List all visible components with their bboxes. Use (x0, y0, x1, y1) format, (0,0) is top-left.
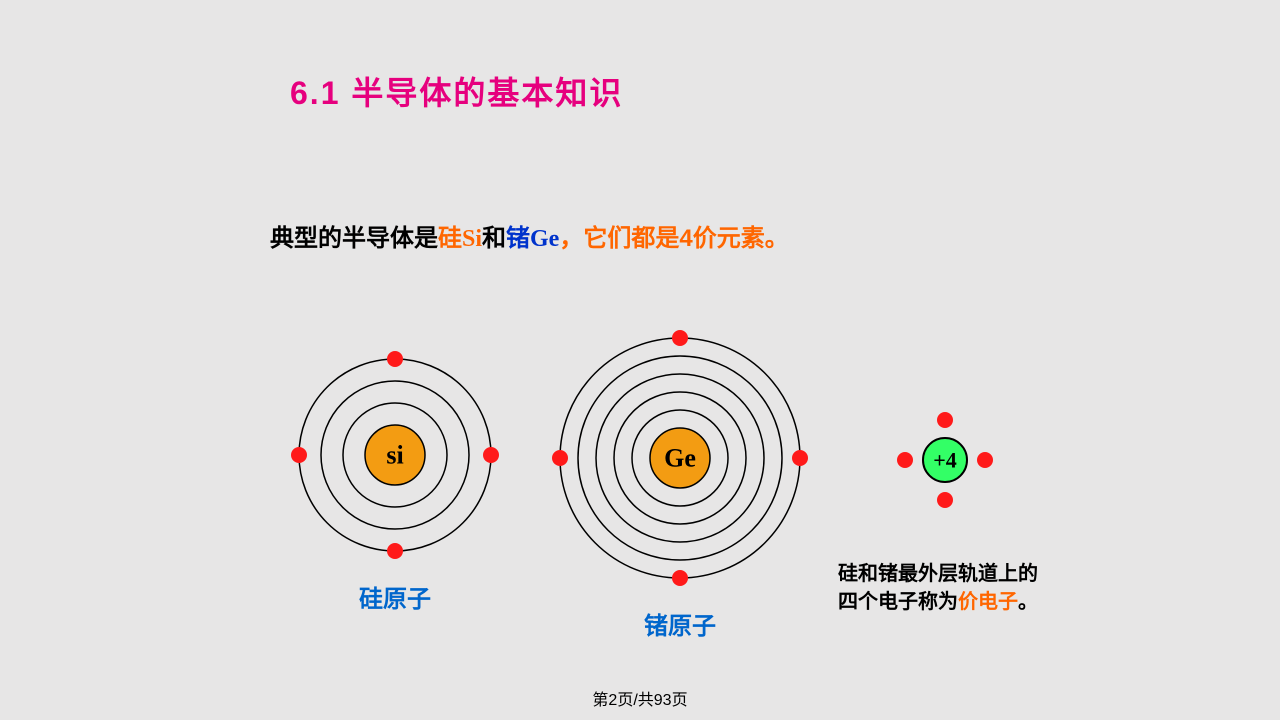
svg-text:si: si (386, 441, 403, 470)
valence-diagram: +4 (893, 408, 997, 512)
intro-p4: 它们都是4价元素。 (583, 225, 788, 252)
slide: 6.1 半导体的基本知识 典型的半导体是硅Si和锗Ge，它们都是4价元素。 si… (0, 0, 1280, 720)
intro-p2: 和 (482, 225, 506, 252)
caption-hl: 价电子 (958, 591, 1018, 613)
caption-line1: 硅和锗最外层轨道上的 (838, 563, 1038, 585)
intro-text: 典型的半导体是硅Si和锗Ge，它们都是4价元素。 (270, 218, 789, 253)
intro-ge-cn: 锗 (506, 225, 530, 252)
intro-ge: Ge (530, 226, 559, 252)
intro-p1: 典型的半导体是 (270, 225, 438, 252)
ge-atom-label: 锗原子 (620, 606, 740, 641)
caption-line2b: 。 (1018, 591, 1038, 613)
svg-text:Ge: Ge (664, 444, 696, 473)
ge-atom-diagram: Ge (548, 326, 812, 590)
intro-si-cn: 硅 (438, 225, 462, 252)
caption-line2a: 四个电子称为 (838, 591, 958, 613)
si-atom-label: 硅原子 (335, 579, 455, 614)
page-footer: 第2页/共93页 (0, 686, 1280, 710)
svg-text:+4: +4 (933, 448, 957, 473)
intro-si: Si (462, 226, 482, 252)
si-atom-diagram: si (287, 347, 503, 563)
slide-title: 6.1 半导体的基本知识 (290, 68, 623, 114)
intro-p3: ， (559, 225, 583, 252)
valence-caption: 硅和锗最外层轨道上的 四个电子称为价电子。 (838, 560, 1118, 616)
